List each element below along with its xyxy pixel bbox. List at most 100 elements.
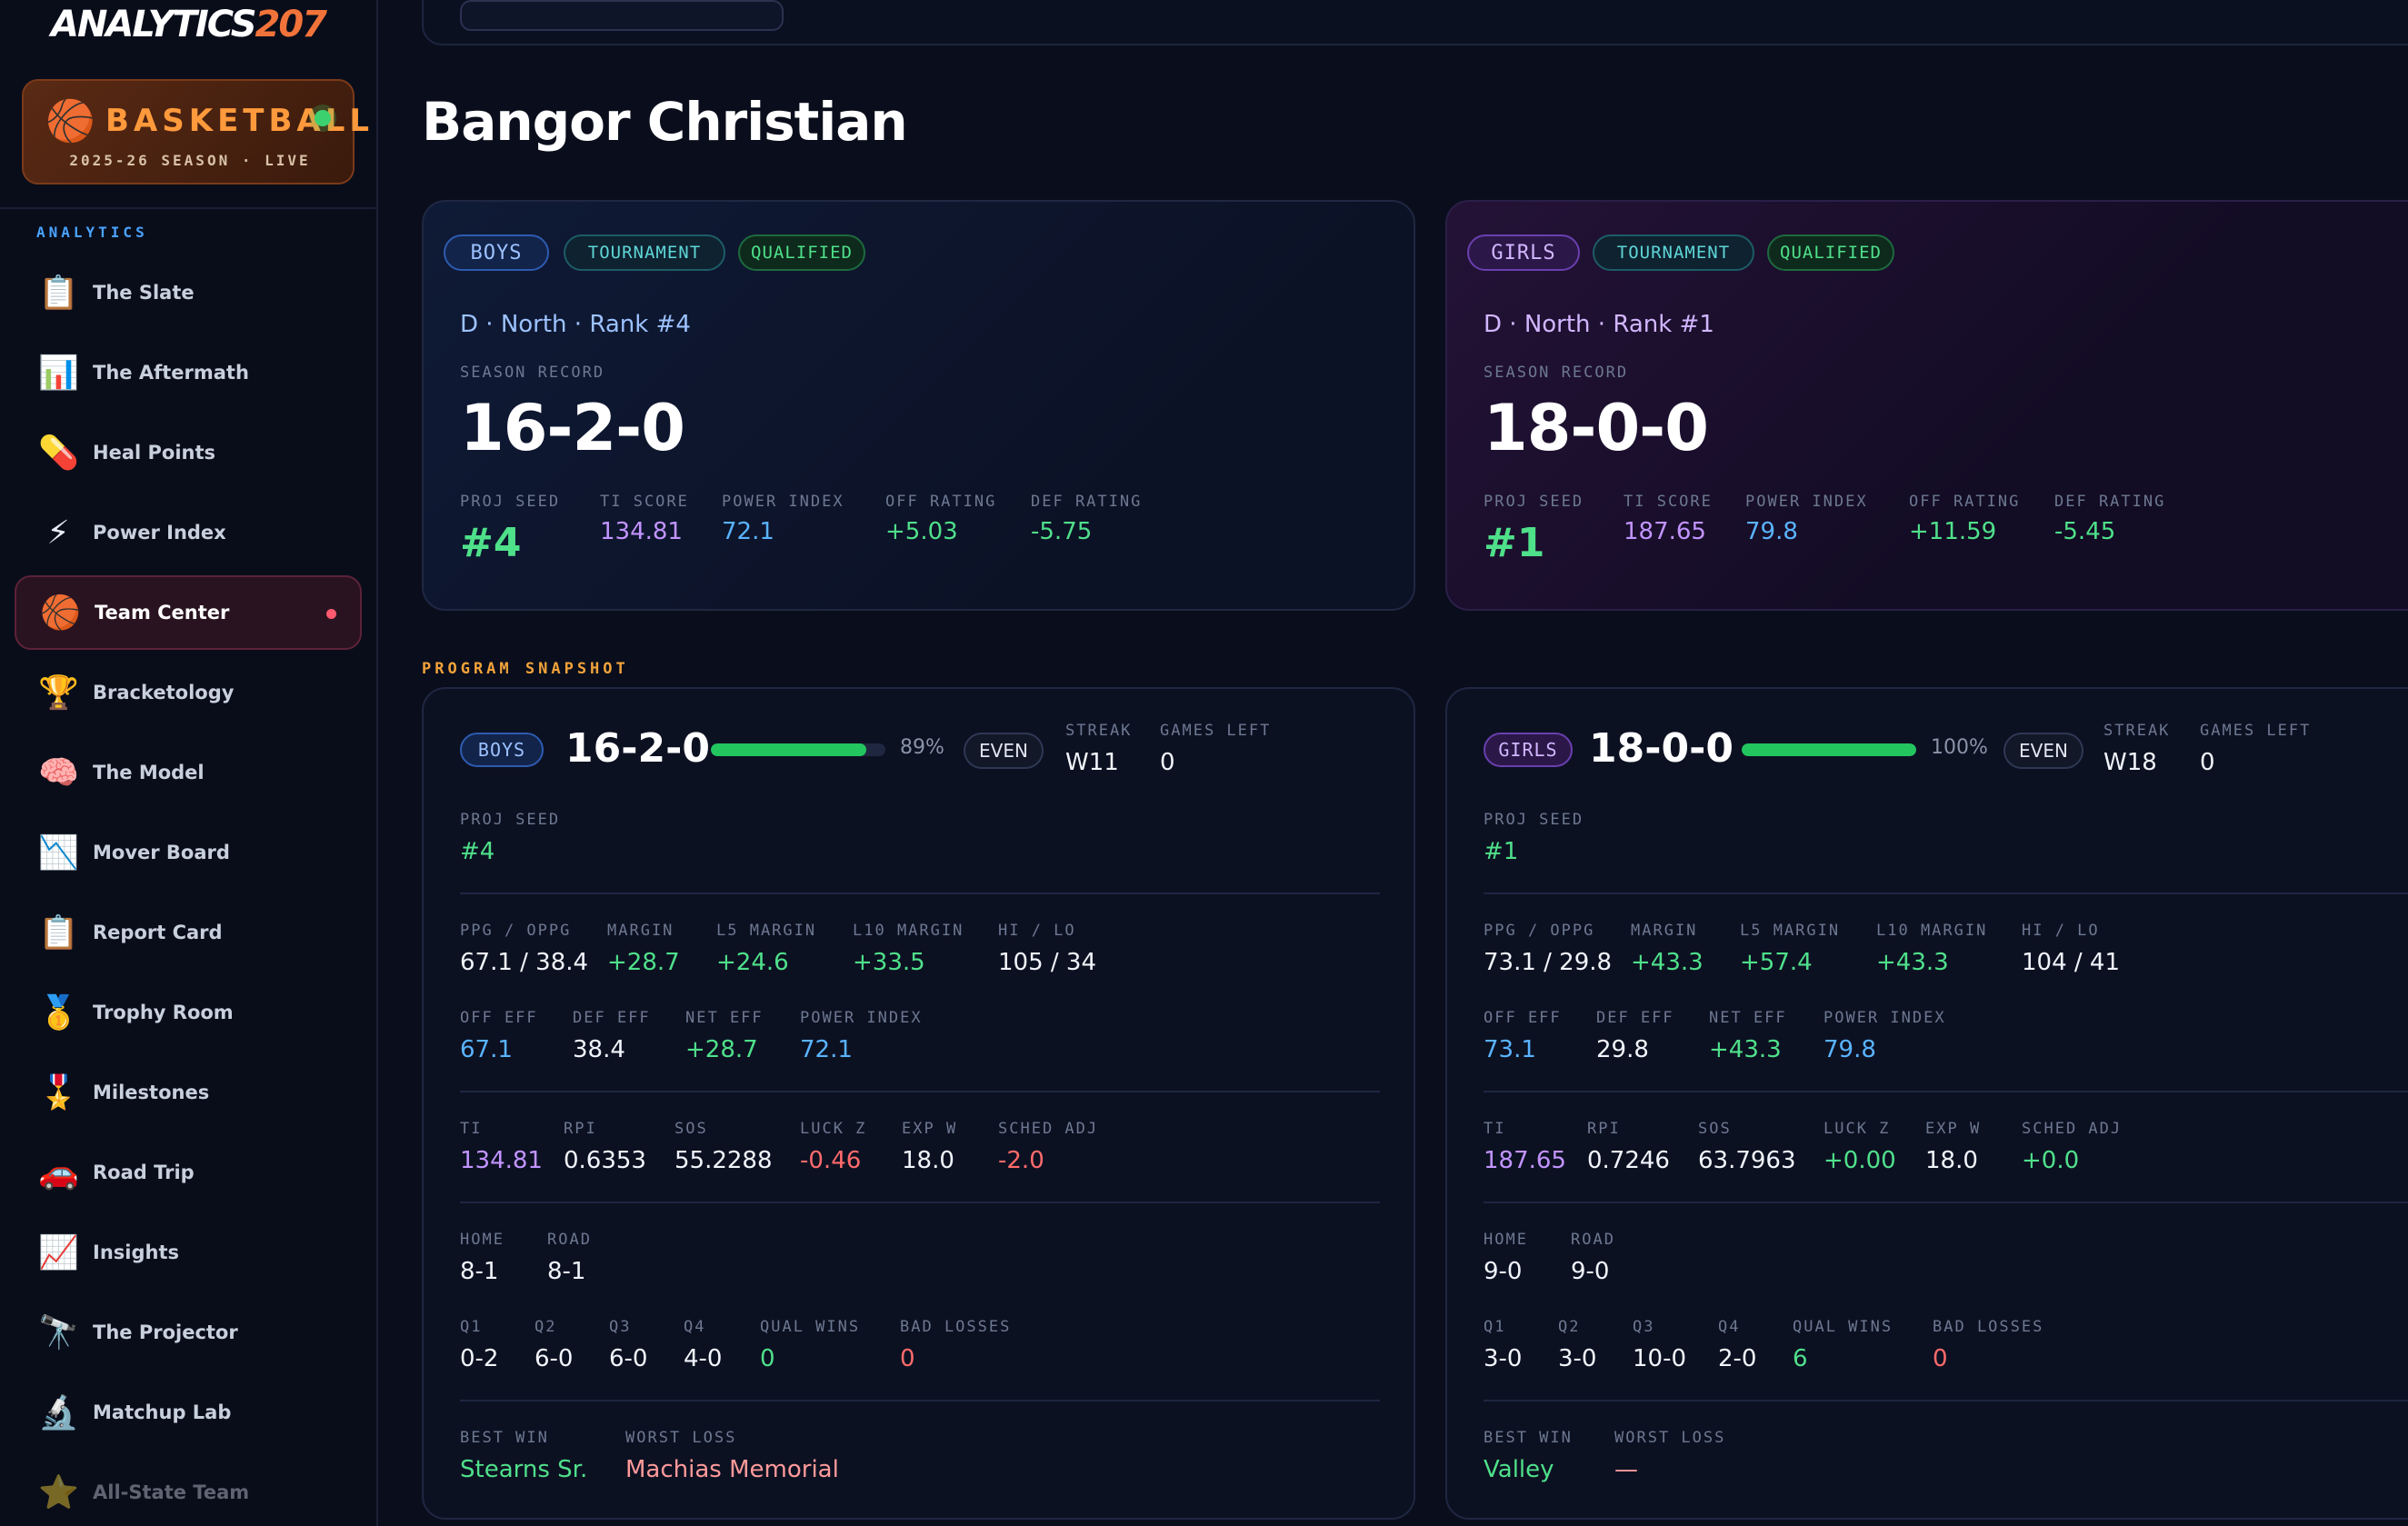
l10-margin-label: L10 MARGIN <box>1876 922 1988 940</box>
sidebar-item-road-trip[interactable]: 🚗 Road Trip <box>15 1135 362 1210</box>
car-icon: 🚗 <box>38 1153 79 1191</box>
season-record: 16-2-0 <box>460 391 685 465</box>
home-value: 8-1 <box>460 1258 499 1285</box>
chart-up-icon: 📈 <box>38 1233 79 1271</box>
sidebar-item-all-state-team[interactable]: ⭐ All-State Team <box>15 1455 362 1526</box>
medal-icon: 🥇 <box>38 993 79 1031</box>
q3-value: 6-0 <box>609 1345 648 1372</box>
even-badge: EVEN <box>2003 733 2083 769</box>
off-eff-label: OFF EFF <box>460 1009 538 1027</box>
def-rating-value: -5.45 <box>2054 518 2116 545</box>
sidebar-item-label: Road Trip <box>93 1162 195 1183</box>
trophy-icon: 🏆 <box>38 673 79 711</box>
tournament-badge: TOURNAMENT <box>1593 234 1754 271</box>
qual-wins-label: QUAL WINS <box>760 1318 861 1336</box>
margin-value: +43.3 <box>1631 949 1704 976</box>
clipboard-icon: 📋 <box>38 913 79 951</box>
games-left-label: GAMES LEFT <box>2200 722 2312 740</box>
live-indicator <box>315 110 331 126</box>
def-eff-label: DEF EFF <box>573 1009 651 1027</box>
sidebar-item-power-index[interactable]: ⚡ Power Index <box>15 495 362 570</box>
hero-card-girls: GIRLS TOURNAMENT QUALIFIED D · North · R… <box>1445 200 2408 611</box>
power-index-label: POWER INDEX <box>1823 1009 1946 1027</box>
sidebar-divider <box>0 207 376 209</box>
win-pct-fill <box>711 743 866 756</box>
power-index-value: 79.8 <box>1823 1036 1876 1063</box>
sidebar-item-label: All-State Team <box>93 1481 250 1503</box>
streak-value: W11 <box>1065 749 1119 776</box>
off-eff-label: OFF EFF <box>1484 1009 1562 1027</box>
tournament-badge: TOURNAMENT <box>564 234 725 271</box>
sidebar-item-heal-points[interactable]: 💊 Heal Points <box>15 415 362 490</box>
proj-seed-label: PROJ SEED <box>1484 493 1584 511</box>
star-icon: ⭐ <box>38 1473 79 1511</box>
qual-wins-value: 6 <box>1793 1345 1808 1372</box>
off-eff-value: 73.1 <box>1484 1036 1536 1063</box>
bad-losses-value: 0 <box>1933 1345 1948 1372</box>
conference-rank: D · North · Rank #1 <box>1484 311 1714 338</box>
ti-label: TI <box>1484 1120 1506 1138</box>
divider <box>460 1400 1380 1401</box>
worst-loss-value[interactable]: Machias Memorial <box>625 1456 839 1483</box>
sos-label: SOS <box>1698 1120 1732 1138</box>
off-rating-label: OFF RATING <box>885 493 997 511</box>
def-rating-label: DEF RATING <box>2054 493 2166 511</box>
sport-title: BASKETBALL <box>105 103 375 139</box>
l10-margin-value: +43.3 <box>1876 949 1949 976</box>
road-label: ROAD <box>1571 1231 1615 1249</box>
sched-adj-value: +0.0 <box>2022 1147 2080 1174</box>
sidebar-item-the-aftermath[interactable]: 📊 The Aftermath <box>15 335 362 410</box>
conference-rank: D · North · Rank #4 <box>460 311 691 338</box>
sport-selector[interactable]: 🏀 BASKETBALL 2025-26 SEASON · LIVE <box>22 79 369 185</box>
sidebar-item-trophy-room[interactable]: 🥇 Trophy Room <box>15 975 362 1050</box>
sched-adj-value: -2.0 <box>998 1147 1044 1174</box>
sidebar-item-the-model[interactable]: 🧠 The Model <box>15 735 362 810</box>
best-win-value[interactable]: Stearns Sr. <box>460 1456 588 1483</box>
best-win-label: BEST WIN <box>460 1429 549 1447</box>
top-bar-search[interactable] <box>460 0 784 31</box>
sidebar-item-label: Bracketology <box>93 682 235 703</box>
record-label: SEASON RECORD <box>460 364 605 382</box>
ti-value: 134.81 <box>460 1147 543 1174</box>
divider <box>460 1091 1380 1092</box>
rpi-value: 0.6353 <box>564 1147 646 1174</box>
even-badge: EVEN <box>964 733 1044 769</box>
sidebar-item-team-center[interactable]: 🏀 Team Center <box>15 575 362 650</box>
sidebar-item-report-card[interactable]: 📋 Report Card <box>15 895 362 970</box>
net-eff-label: NET EFF <box>685 1009 764 1027</box>
ti-label: TI <box>460 1120 483 1138</box>
divider <box>1484 893 2408 894</box>
streak-label: STREAK <box>2103 722 2171 740</box>
best-win-value[interactable]: Valley <box>1484 1456 1554 1483</box>
hero-card-boys: BOYS TOURNAMENT QUALIFIED D · North · Ra… <box>422 200 1415 611</box>
win-pct-text: 100% <box>1931 736 1988 759</box>
telescope-icon: 🔭 <box>38 1313 79 1351</box>
sidebar-item-the-slate[interactable]: 📋 The Slate <box>15 255 362 330</box>
sidebar-item-matchup-lab[interactable]: 🔬 Matchup Lab <box>15 1375 362 1450</box>
sidebar-item-label: The Model <box>93 762 205 783</box>
sidebar-item-insights[interactable]: 📈 Insights <box>15 1215 362 1290</box>
proj-seed-label: PROJ SEED <box>1484 811 1584 829</box>
net-eff-label: NET EFF <box>1709 1009 1787 1027</box>
snapshot-record: 18-0-0 <box>1589 725 1734 772</box>
hilo-value: 105 / 34 <box>998 949 1096 976</box>
season-subtitle: 2025-26 SEASON · LIVE <box>69 152 311 169</box>
l5-margin-value: +57.4 <box>1740 949 1813 976</box>
sos-value: 63.7963 <box>1698 1147 1796 1174</box>
q3-value: 10-0 <box>1633 1345 1687 1372</box>
top-bar <box>422 0 2408 45</box>
sidebar-item-mover-board[interactable]: 📉 Mover Board <box>15 815 362 890</box>
off-rating-value: +5.03 <box>885 518 958 545</box>
sidebar-item-milestones[interactable]: 🎖️ Milestones <box>15 1055 362 1130</box>
brand-logo[interactable]: ANALYTICS207 <box>0 4 376 45</box>
basketball-icon: 🏀 <box>45 99 95 144</box>
def-rating-label: DEF RATING <box>1031 493 1143 511</box>
win-pct-text: 89% <box>900 736 944 759</box>
sidebar-item-the-projector[interactable]: 🔭 The Projector <box>15 1295 362 1370</box>
rpi-label: RPI <box>1587 1120 1621 1138</box>
chart-down-icon: 📉 <box>38 833 79 871</box>
off-rating-label: OFF RATING <box>1909 493 2021 511</box>
l10-margin-label: L10 MARGIN <box>853 922 964 940</box>
sidebar-item-bracketology[interactable]: 🏆 Bracketology <box>15 655 362 730</box>
bad-losses-label: BAD LOSSES <box>1933 1318 2044 1336</box>
